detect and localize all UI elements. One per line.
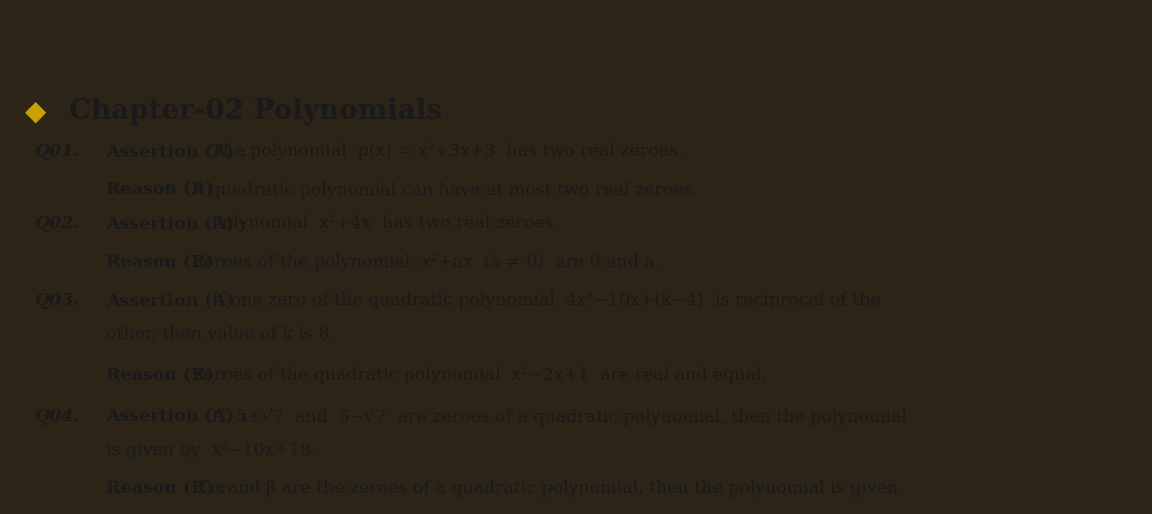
Text: Reason (R) :: Reason (R) : xyxy=(106,254,226,271)
Text: If  5+√7  and  5−√7  are zeroes of a quadratic polynomial, then the polynomial: If 5+√7 and 5−√7 are zeroes of a quadrat… xyxy=(206,408,907,426)
Text: ◆: ◆ xyxy=(25,98,47,126)
Text: Reason (R) :: Reason (R) : xyxy=(106,480,226,497)
Text: Q01.: Q01. xyxy=(35,143,79,160)
Text: Reason (R) :: Reason (R) : xyxy=(106,181,226,198)
Text: Q02.: Q02. xyxy=(35,215,79,232)
Text: Assertion (A) :: Assertion (A) : xyxy=(106,408,247,425)
Text: Assertion (A) :: Assertion (A) : xyxy=(106,292,247,309)
Text: Q03.: Q03. xyxy=(35,292,79,309)
Text: If α and β are the zeroes of a quadratic polynomial, then the polynomial is give: If α and β are the zeroes of a quadratic… xyxy=(187,480,899,497)
Text: Assertion (A) :: Assertion (A) : xyxy=(106,143,247,160)
Text: is given by  x²−10x+18.: is given by x²−10x+18. xyxy=(106,442,317,458)
Text: Chapter-02 Polynomials: Chapter-02 Polynomials xyxy=(69,98,442,125)
Text: The polynomial  p(x) = x²+3x+3  has two real zeroes.: The polynomial p(x) = x²+3x+3 has two re… xyxy=(206,143,683,160)
Text: Polynomial  x²+4x  has two real zeroes.: Polynomial x²+4x has two real zeroes. xyxy=(206,215,559,232)
Text: A quadratic polynomial can have at most two real zeroes.: A quadratic polynomial can have at most … xyxy=(187,181,698,198)
Text: Zeroes of the quadratic polynomial  x²−2x+1  are real and equal.: Zeroes of the quadratic polynomial x²−2x… xyxy=(187,367,767,384)
Text: Q04.: Q04. xyxy=(35,408,79,425)
Text: Reason (R) :: Reason (R) : xyxy=(106,367,226,384)
Text: other, then value of k is 8.: other, then value of k is 8. xyxy=(106,326,335,343)
Text: If one zero of the quadratic polynomial  4x²−10x+(k−4)  is reciprocal of the: If one zero of the quadratic polynomial … xyxy=(206,292,881,309)
Text: Zeroes of the polynomial  x²+ax  (a ≠ 0)  are 0 and a.: Zeroes of the polynomial x²+ax (a ≠ 0) a… xyxy=(187,254,660,271)
Text: Assertion (A) :: Assertion (A) : xyxy=(106,215,247,232)
